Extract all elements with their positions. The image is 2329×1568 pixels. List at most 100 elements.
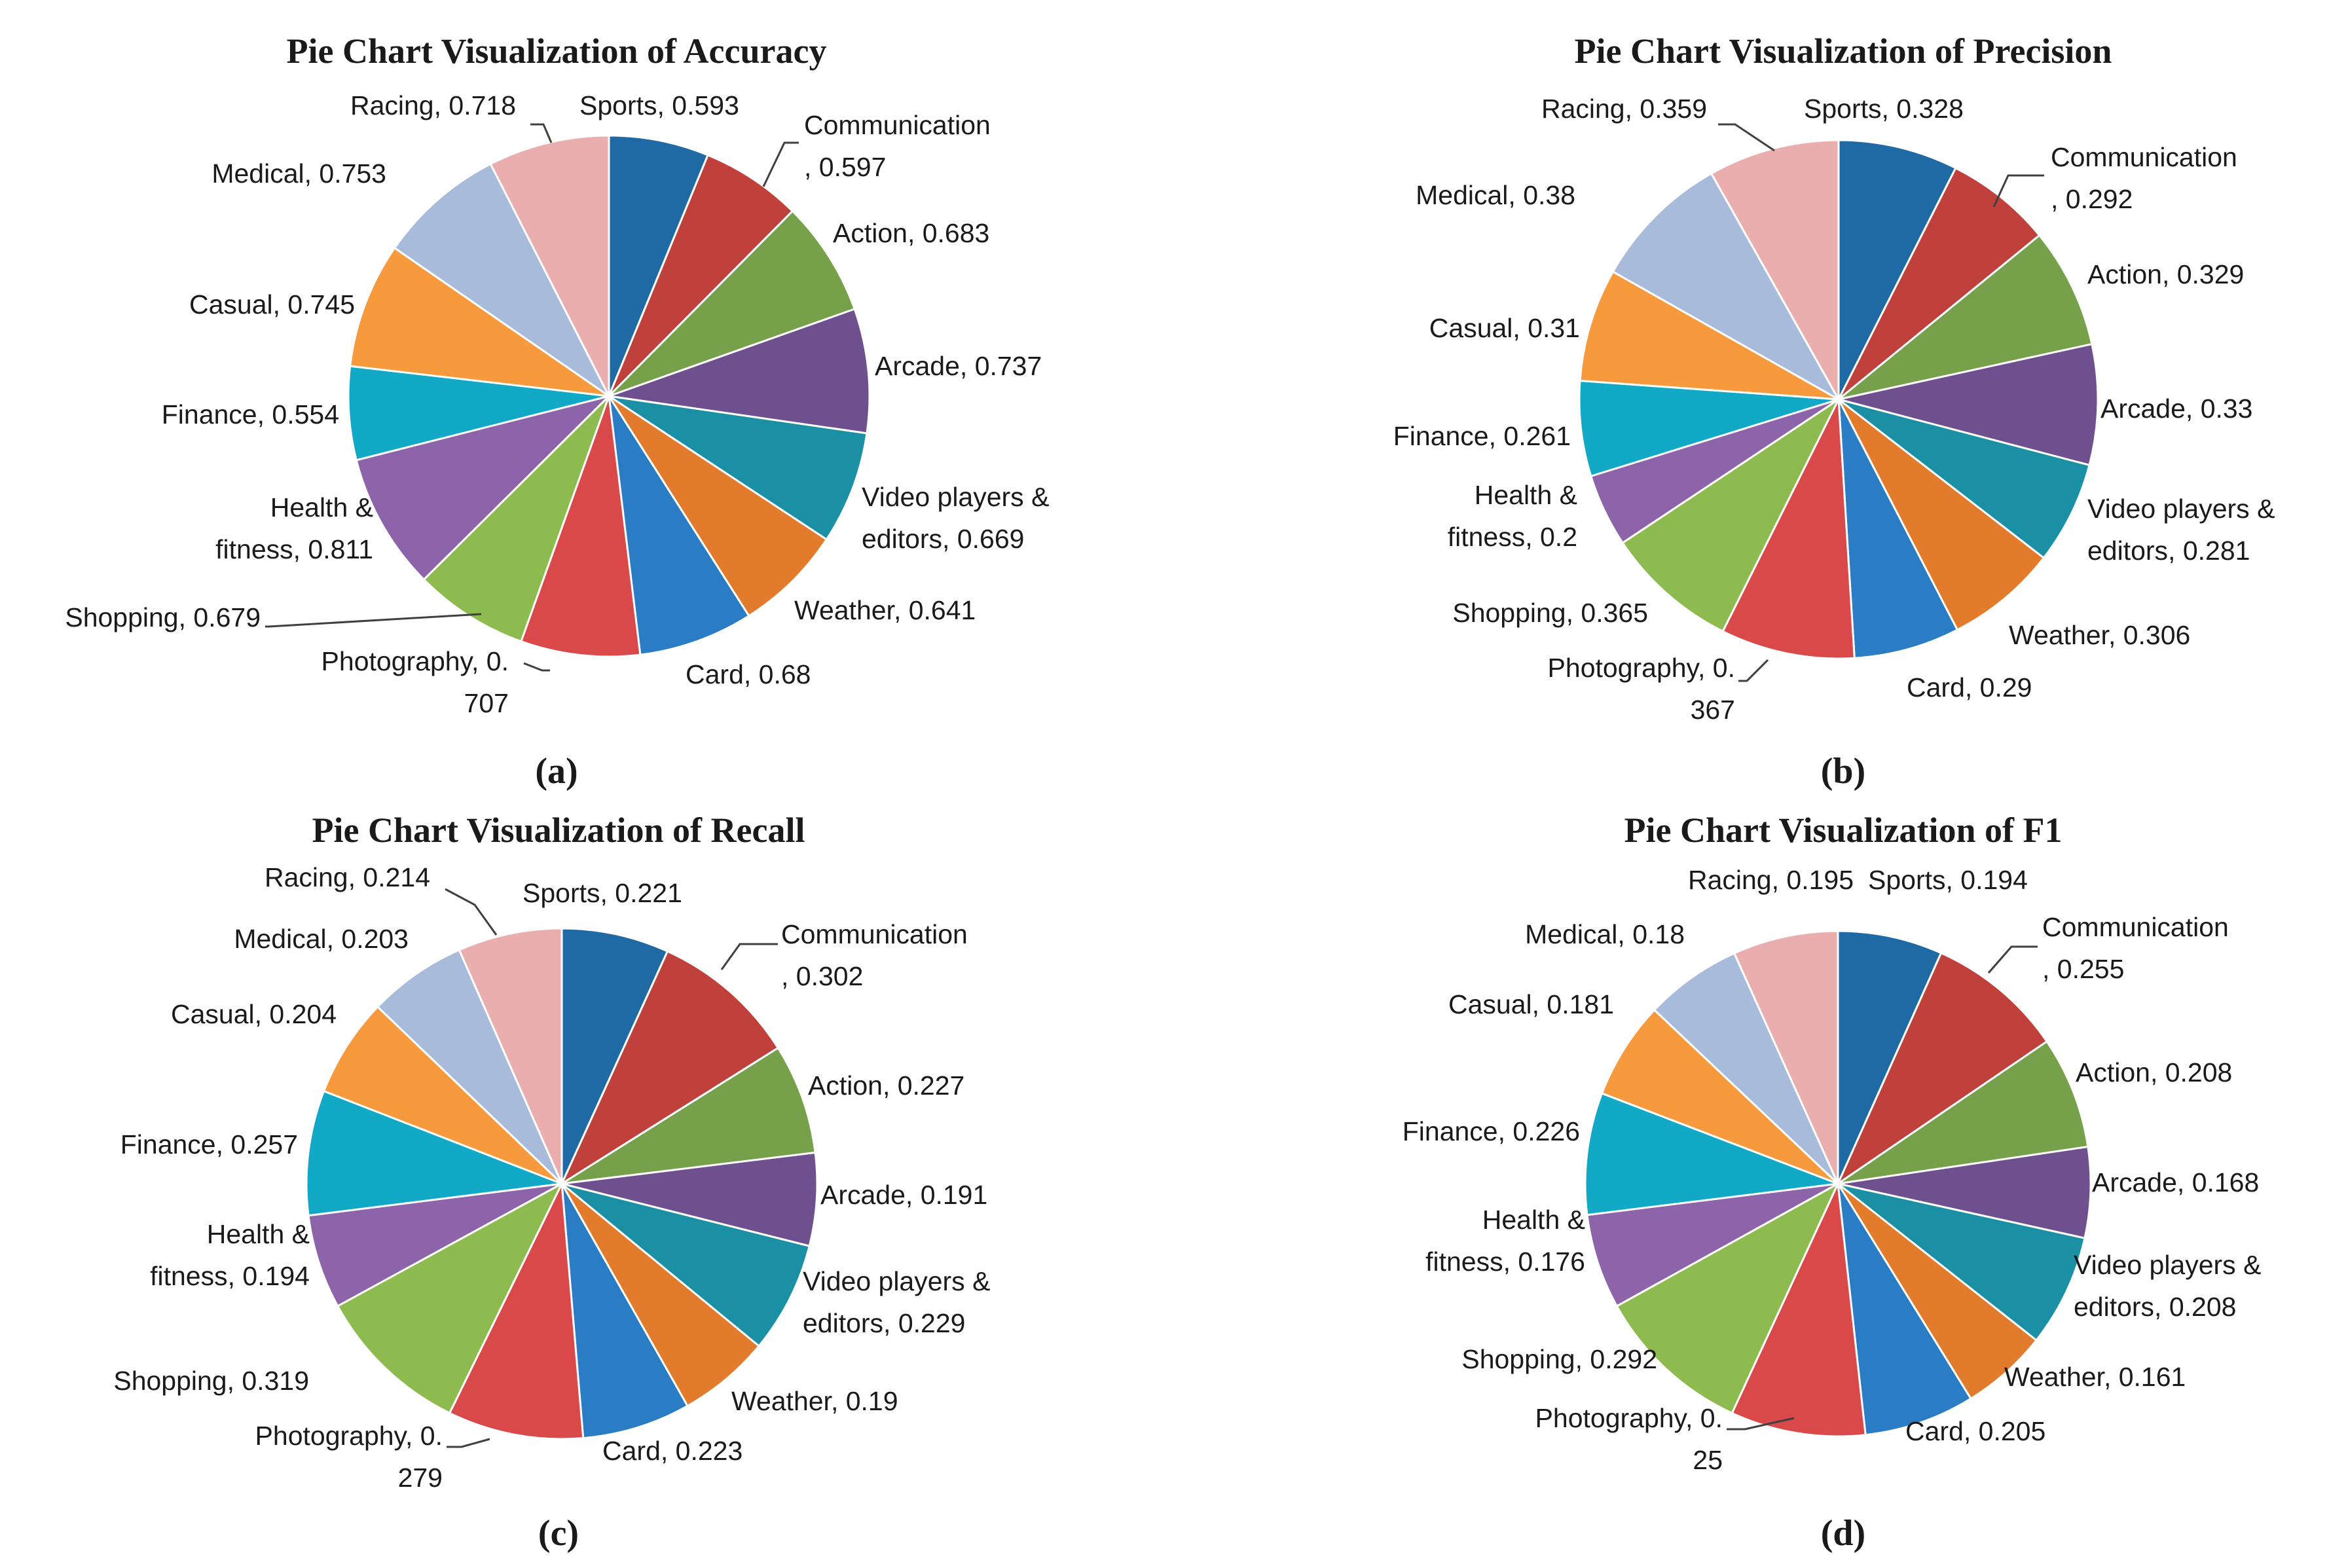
leader-line-communication bbox=[1987, 945, 2038, 974]
data-label-health-and-fitness: Health & fitness, 0.176 bbox=[1425, 1205, 1585, 1277]
leader-line-shopping bbox=[265, 613, 482, 628]
data-label-video-players-and-editors: Video players & editors, 0.208 bbox=[2074, 1250, 2261, 1322]
data-label-shopping: Shopping, 0.365 bbox=[1452, 598, 1648, 628]
pie-slice-communication bbox=[608, 153, 794, 397]
data-label-finance: Finance, 0.554 bbox=[162, 399, 339, 429]
pie-slice-shopping bbox=[422, 395, 610, 643]
data-label-shopping: Shopping, 0.292 bbox=[1461, 1344, 1657, 1374]
pie-slice-photography bbox=[448, 1180, 585, 1440]
pie-slice-communication bbox=[559, 950, 780, 1186]
data-label-card: Card, 0.68 bbox=[686, 659, 811, 689]
pie-slice-card bbox=[1837, 1183, 1973, 1436]
data-label-sports: Sports, 0.194 bbox=[1868, 865, 2028, 895]
data-label-medical: Medical, 0.18 bbox=[1525, 919, 1685, 949]
pie-slice-action bbox=[1837, 1040, 2089, 1185]
data-label-racing: Racing, 0.195 bbox=[1688, 865, 1854, 895]
data-label-medical: Medical, 0.38 bbox=[1416, 180, 1575, 210]
data-label-photography: Photography, 0. 279 bbox=[255, 1421, 443, 1493]
pie-slice-weather bbox=[560, 1182, 761, 1408]
data-label-arcade: Arcade, 0.191 bbox=[820, 1180, 987, 1210]
pie-slice-weather bbox=[1837, 1182, 2038, 1400]
chart-title: Pie Chart Visualization of Recall bbox=[312, 811, 805, 850]
pie-slice-finance bbox=[1584, 1092, 1839, 1216]
pie-slice-medical bbox=[1611, 172, 1841, 402]
data-label-casual: Casual, 0.31 bbox=[1429, 313, 1580, 343]
pie-slice-medical bbox=[376, 948, 563, 1185]
data-label-finance: Finance, 0.261 bbox=[1393, 421, 1571, 451]
pie-slice-arcade bbox=[561, 1151, 818, 1248]
leader-line-communication bbox=[720, 943, 778, 970]
leader-line-communication bbox=[762, 141, 799, 187]
chart-title: Pie Chart Visualization of F1 bbox=[1624, 811, 2063, 850]
pie-slice-casual bbox=[1600, 1008, 1839, 1185]
data-label-arcade: Arcade, 0.168 bbox=[2092, 1167, 2259, 1197]
slice-labels: Sports, 0.328 Communication, 0.292 Action,… bbox=[1393, 94, 2275, 725]
data-label-casual: Casual, 0.181 bbox=[1448, 989, 1614, 1019]
panel-label: (b) bbox=[1821, 751, 1865, 792]
slice-labels: Sports, 0.194 Communication, 0.255 Action,… bbox=[1403, 865, 2262, 1475]
data-label-communication: Communication, 0.302 bbox=[781, 919, 968, 991]
pie-slice-racing bbox=[489, 134, 610, 397]
data-label-casual: Casual, 0.204 bbox=[171, 999, 337, 1029]
data-label-communication: Communication, 0.292 bbox=[2051, 142, 2237, 214]
pie-slice-casual bbox=[1579, 270, 1839, 401]
leader-line-communication bbox=[1992, 174, 2044, 208]
pie-slice-arcade bbox=[1838, 342, 2099, 467]
chart-title: Pie Chart Visualization of Accuracy bbox=[287, 31, 827, 71]
data-label-weather: Weather, 0.161 bbox=[2004, 1362, 2186, 1392]
data-label-sports: Sports, 0.593 bbox=[579, 90, 739, 120]
leader-line-photography bbox=[1738, 659, 1769, 682]
pie-slice-finance bbox=[1578, 379, 1839, 478]
data-label-health-and-fitness: Health & fitness, 0.194 bbox=[150, 1219, 310, 1291]
pie-slice-health-and-fitness bbox=[307, 1182, 562, 1307]
data-label-weather: Weather, 0.306 bbox=[2009, 620, 2190, 650]
pie-slice-photography bbox=[519, 395, 642, 658]
data-label-communication: Communication, 0.255 bbox=[2042, 912, 2229, 984]
data-label-video-players-and-editors: Video players & editors, 0.669 bbox=[862, 482, 1049, 554]
pie-slice-video-players-and-editors bbox=[608, 395, 868, 541]
leader-line-photography bbox=[447, 1438, 490, 1448]
pie-slice-sports bbox=[560, 927, 669, 1184]
pie-slices bbox=[347, 134, 871, 658]
pie-slice-card bbox=[1837, 399, 1959, 659]
data-label-action: Action, 0.683 bbox=[833, 218, 989, 248]
pie-slice-finance bbox=[347, 365, 610, 462]
pie-slice-casual bbox=[348, 246, 610, 397]
data-label-photography: Photography, 0. 367 bbox=[1548, 653, 1735, 725]
data-label-card: Card, 0.205 bbox=[1905, 1416, 2045, 1446]
data-label-medical: Medical, 0.753 bbox=[211, 158, 386, 189]
pie-slice-sports bbox=[1837, 930, 1943, 1184]
data-label-action: Action, 0.208 bbox=[2076, 1057, 2232, 1087]
data-label-racing: Racing, 0.214 bbox=[265, 862, 430, 892]
pie-slice-card bbox=[560, 1183, 689, 1440]
leader-line-photography bbox=[523, 662, 550, 672]
pie-slice-action bbox=[1838, 234, 2093, 401]
pie-slice-video-players-and-editors bbox=[1838, 398, 2091, 560]
pie-slice-shopping bbox=[1621, 396, 1841, 633]
data-label-communication: Communication, 0.597 bbox=[804, 110, 991, 182]
leader-line-racing bbox=[530, 123, 553, 143]
pie-slice-communication bbox=[1837, 166, 2041, 401]
pie-slice-photography bbox=[1721, 395, 1856, 660]
pie-slice-racing bbox=[1733, 930, 1839, 1184]
pie-slice-weather bbox=[608, 395, 828, 617]
data-label-finance: Finance, 0.257 bbox=[120, 1129, 298, 1159]
pie-slice-card bbox=[608, 395, 750, 656]
pie-slice-racing bbox=[458, 927, 563, 1184]
data-label-weather: Weather, 0.641 bbox=[794, 595, 976, 625]
pie-slice-weather bbox=[1837, 398, 2045, 632]
leader-line-racing bbox=[445, 888, 498, 936]
pie-slice-shopping bbox=[336, 1181, 564, 1415]
data-label-weather: Weather, 0.19 bbox=[731, 1386, 898, 1416]
pie-slice-health-and-fitness bbox=[1586, 1182, 1839, 1307]
data-label-photography: Photography, 0. 707 bbox=[321, 646, 509, 718]
pie-slice-action bbox=[608, 210, 856, 397]
data-label-arcade: Arcade, 0.737 bbox=[875, 351, 1042, 381]
data-label-racing: Racing, 0.359 bbox=[1541, 94, 1707, 124]
precision-pie-chart: Pie Chart Visualization of Precision Spo… bbox=[1393, 31, 2275, 792]
pie-slice-health-and-fitness bbox=[355, 394, 612, 581]
data-label-sports: Sports, 0.221 bbox=[523, 878, 682, 908]
data-label-video-players-and-editors: Video players & editors, 0.281 bbox=[2087, 494, 2275, 566]
data-label-sports: Sports, 0.328 bbox=[1804, 94, 1964, 124]
pie-slice-video-players-and-editors bbox=[561, 1182, 811, 1348]
